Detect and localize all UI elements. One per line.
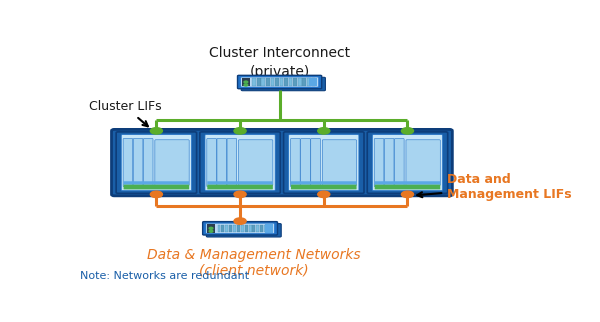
Bar xyxy=(280,78,283,86)
Bar xyxy=(284,78,288,86)
FancyBboxPatch shape xyxy=(394,138,404,187)
Bar xyxy=(256,225,259,232)
FancyBboxPatch shape xyxy=(239,140,273,185)
FancyBboxPatch shape xyxy=(200,132,280,193)
FancyBboxPatch shape xyxy=(241,77,325,91)
Bar xyxy=(266,78,269,86)
Bar xyxy=(260,225,263,232)
Circle shape xyxy=(244,81,248,83)
FancyBboxPatch shape xyxy=(116,132,197,193)
FancyBboxPatch shape xyxy=(112,129,452,196)
Text: (client network): (client network) xyxy=(199,263,309,277)
Bar xyxy=(271,78,274,86)
Bar xyxy=(241,225,244,232)
FancyBboxPatch shape xyxy=(289,135,359,191)
Text: (private): (private) xyxy=(250,65,310,79)
Bar xyxy=(237,225,240,232)
FancyBboxPatch shape xyxy=(374,185,440,189)
Bar xyxy=(264,225,267,232)
Bar xyxy=(245,225,248,232)
Text: Cluster LIFs: Cluster LIFs xyxy=(89,100,161,126)
FancyBboxPatch shape xyxy=(291,185,356,189)
FancyBboxPatch shape xyxy=(121,135,191,191)
FancyBboxPatch shape xyxy=(123,138,133,187)
Bar xyxy=(233,225,236,232)
Bar xyxy=(218,225,220,232)
Bar xyxy=(221,225,224,232)
FancyBboxPatch shape xyxy=(124,181,189,185)
FancyBboxPatch shape xyxy=(205,135,275,191)
Bar xyxy=(207,224,215,233)
Bar xyxy=(298,78,302,86)
FancyBboxPatch shape xyxy=(406,140,440,185)
FancyBboxPatch shape xyxy=(143,138,153,187)
Bar xyxy=(225,225,228,232)
Circle shape xyxy=(244,84,248,86)
FancyBboxPatch shape xyxy=(238,75,322,89)
Bar xyxy=(229,225,232,232)
Bar xyxy=(248,225,251,232)
FancyBboxPatch shape xyxy=(290,138,300,187)
Bar xyxy=(293,78,297,86)
FancyBboxPatch shape xyxy=(155,140,189,185)
Circle shape xyxy=(318,128,330,134)
Bar xyxy=(289,78,292,86)
Bar xyxy=(242,78,250,87)
FancyBboxPatch shape xyxy=(241,77,319,87)
Text: Data & Management Networks: Data & Management Networks xyxy=(147,248,361,262)
FancyBboxPatch shape xyxy=(373,135,443,191)
FancyBboxPatch shape xyxy=(311,138,320,187)
Text: Cluster Interconnect: Cluster Interconnect xyxy=(209,46,350,60)
FancyBboxPatch shape xyxy=(207,181,273,185)
FancyBboxPatch shape xyxy=(207,138,217,187)
FancyBboxPatch shape xyxy=(385,138,394,187)
FancyBboxPatch shape xyxy=(291,181,356,185)
FancyBboxPatch shape xyxy=(206,223,274,233)
FancyBboxPatch shape xyxy=(301,138,310,187)
FancyBboxPatch shape xyxy=(374,181,440,185)
Circle shape xyxy=(209,227,213,229)
Bar xyxy=(309,78,317,87)
Circle shape xyxy=(209,230,213,232)
FancyBboxPatch shape xyxy=(124,185,189,189)
Circle shape xyxy=(401,191,413,198)
FancyBboxPatch shape xyxy=(367,132,448,193)
FancyBboxPatch shape xyxy=(284,132,364,193)
Circle shape xyxy=(151,191,163,198)
Bar xyxy=(302,78,306,86)
Text: Data and
Management LIFs: Data and Management LIFs xyxy=(417,174,572,201)
FancyBboxPatch shape xyxy=(206,223,281,237)
FancyBboxPatch shape xyxy=(203,222,278,235)
Bar xyxy=(253,225,256,232)
Bar xyxy=(262,78,265,86)
Circle shape xyxy=(234,191,246,198)
Bar xyxy=(275,78,279,86)
Circle shape xyxy=(401,128,413,134)
FancyBboxPatch shape xyxy=(322,140,356,185)
Bar xyxy=(307,78,311,86)
Text: Note: Networks are redundant: Note: Networks are redundant xyxy=(80,271,249,281)
FancyBboxPatch shape xyxy=(207,185,273,189)
Bar xyxy=(268,225,271,232)
Bar xyxy=(311,78,315,86)
FancyBboxPatch shape xyxy=(133,138,143,187)
FancyBboxPatch shape xyxy=(217,138,227,187)
Bar xyxy=(257,78,260,86)
Bar xyxy=(253,78,256,86)
Circle shape xyxy=(318,191,330,198)
Circle shape xyxy=(234,128,246,134)
FancyBboxPatch shape xyxy=(227,138,237,187)
Circle shape xyxy=(234,218,246,224)
Bar xyxy=(265,224,274,233)
FancyBboxPatch shape xyxy=(374,138,384,187)
Circle shape xyxy=(151,128,163,134)
